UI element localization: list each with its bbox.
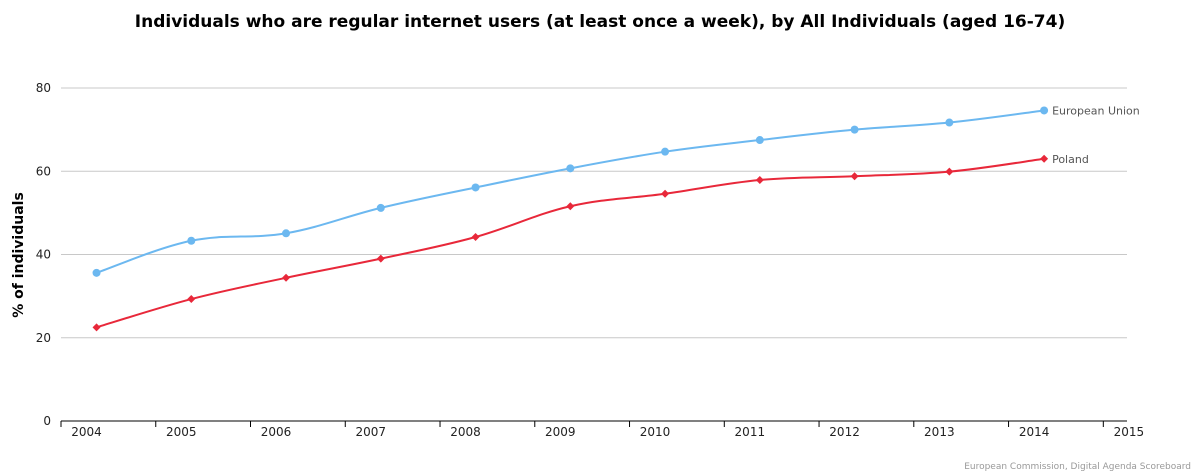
gridlines [61, 87, 1127, 339]
data-point-poland [376, 254, 385, 263]
data-point-poland [471, 233, 480, 242]
data-point-european-union [661, 147, 670, 156]
x-tick-label: 2010 [640, 425, 671, 439]
data-point-poland [850, 172, 859, 181]
series-label-european-union: European Union [1052, 104, 1140, 117]
x-tick-label: 2005 [166, 425, 197, 439]
series-layer: European Union Poland [92, 104, 1140, 332]
x-tick-label: 2004 [71, 425, 102, 439]
data-point-poland [755, 175, 764, 184]
data-point-poland [282, 273, 291, 282]
y-tick-label: 40 [36, 248, 51, 262]
data-point-european-union [471, 183, 480, 192]
chart-credit: European Commission, Digital Agenda Scor… [964, 462, 1191, 472]
series-label-poland: Poland [1052, 153, 1089, 166]
y-tick-label: 60 [36, 164, 51, 178]
series-poland: Poland [92, 153, 1089, 332]
data-point-european-union [566, 164, 575, 173]
data-point-poland [566, 202, 575, 211]
x-tick-label: 2012 [829, 425, 860, 439]
series-line-european-union [96, 109, 1045, 274]
data-point-poland [661, 189, 670, 198]
x-tick-label: 2008 [450, 425, 481, 439]
x-axis-ticks: 2004 2005 2006 2007 2008 2009 2010 2011 2012 2013… [60, 421, 1145, 439]
data-point-poland [187, 295, 196, 304]
x-tick-label: 2013 [924, 425, 955, 439]
data-point-european-union [755, 136, 764, 145]
y-axis-label: % of individuals [11, 192, 27, 318]
data-point-european-union [187, 236, 196, 245]
x-tick-label: 2015 [1114, 425, 1145, 439]
x-tick-label: 2009 [545, 425, 576, 439]
x-tick-label: 2006 [261, 425, 292, 439]
data-point-european-union [1040, 106, 1049, 115]
chart-title: Individuals who are regular internet use… [135, 12, 1065, 32]
data-point-poland [945, 167, 954, 176]
series-line-poland [96, 157, 1045, 329]
data-point-european-union [92, 268, 101, 277]
y-tick-label: 80 [36, 81, 51, 95]
x-tick-label: 2014 [1019, 425, 1050, 439]
data-point-european-union [850, 125, 859, 134]
y-tick-label: 20 [36, 331, 51, 345]
data-point-european-union [282, 229, 291, 238]
y-axis-ticks: 0 20 40 60 80 [36, 81, 51, 428]
data-point-european-union [945, 118, 954, 127]
x-tick-label: 2007 [356, 425, 387, 439]
y-tick-label: 0 [43, 414, 51, 428]
series-european-union: European Union [92, 104, 1140, 277]
data-point-poland [92, 323, 101, 332]
data-point-poland [1040, 154, 1049, 163]
x-tick-label: 2011 [735, 425, 766, 439]
data-point-european-union [376, 203, 385, 212]
